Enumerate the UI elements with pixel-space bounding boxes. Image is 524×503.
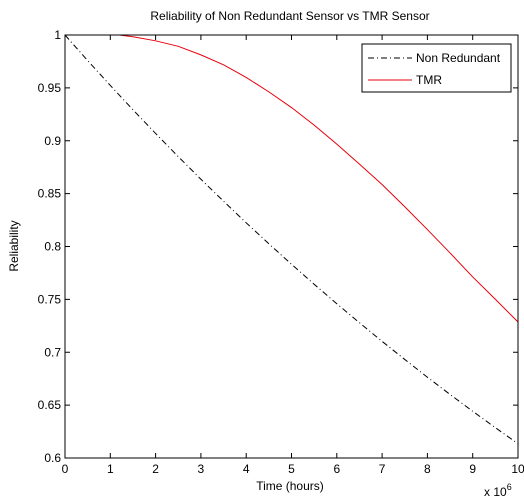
y-tick-label: 0.6: [44, 451, 61, 465]
legend: Non Redundant TMR: [361, 43, 512, 93]
plot-area-border: [64, 34, 519, 459]
y-tick-label: 0.65: [38, 398, 62, 412]
series-layer: [64, 34, 519, 445]
y-tick-label: 0.85: [38, 187, 62, 201]
legend-label-non-redundant: Non Redundant: [416, 51, 501, 65]
y-axis-label: Reliability: [7, 220, 21, 271]
y-tick-label: 0.8: [44, 240, 61, 254]
x-tick-label: 7: [379, 462, 386, 476]
x-tick-label: 3: [198, 462, 205, 476]
x-tick-label: 4: [243, 462, 250, 476]
y-tick-label: 0.7: [44, 345, 61, 359]
x-tick-label: 5: [288, 462, 295, 476]
x-axis-multiplier-exponent: 6: [507, 482, 512, 492]
series-line-non-redundant: [64, 34, 519, 445]
y-tick-label: 0.75: [38, 292, 62, 306]
x-axis-multiplier: x 106: [484, 482, 512, 499]
y-tick-label: 0.95: [38, 81, 62, 95]
y-axis-ticks: 0.6 0.65 0.7 0.75 0.8 0.85 0.9 0.95 1: [38, 28, 518, 465]
x-axis-label: Time (hours): [256, 479, 324, 493]
y-tick-label: 0.9: [44, 134, 61, 148]
x-tick-label: 2: [152, 462, 159, 476]
x-tick-label: 8: [424, 462, 431, 476]
legend-box: [361, 43, 512, 93]
x-tick-label: 1: [107, 462, 114, 476]
x-tick-label: 6: [333, 462, 340, 476]
x-tick-label: 0: [62, 462, 69, 476]
x-tick-label: 10: [511, 462, 524, 476]
legend-label-tmr: TMR: [416, 73, 442, 87]
series-line-tmr: [119, 34, 519, 323]
y-tick-label: 1: [54, 28, 61, 42]
x-axis-ticks: 0 1 2 3 4 5 6 7 8 9 10: [62, 35, 524, 476]
chart-title: Reliability of Non Redundant Sensor vs T…: [150, 9, 429, 23]
x-axis-multiplier-base: x 10: [484, 485, 507, 499]
x-tick-label: 9: [469, 462, 476, 476]
